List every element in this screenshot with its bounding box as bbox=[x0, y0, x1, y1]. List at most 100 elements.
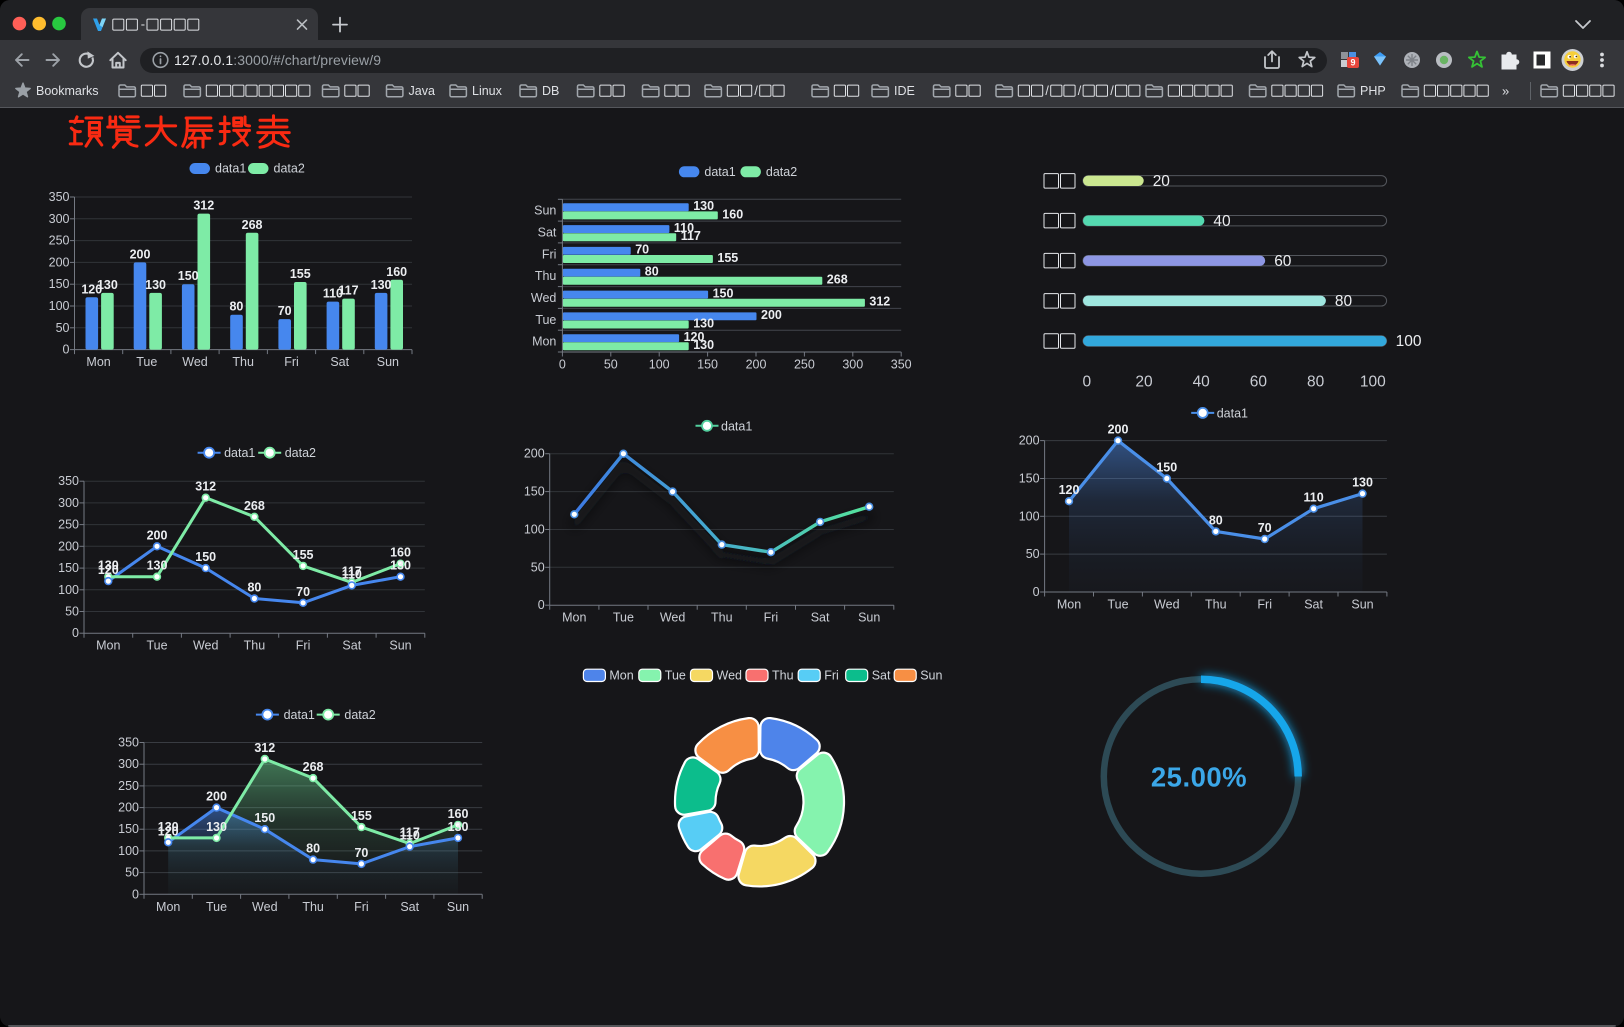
svg-text:350: 350 bbox=[49, 190, 70, 204]
svg-text:130: 130 bbox=[693, 316, 714, 330]
svg-text:268: 268 bbox=[242, 218, 263, 232]
svg-text:300: 300 bbox=[58, 496, 79, 510]
svg-text:0: 0 bbox=[1033, 585, 1040, 599]
svg-text:Sun: Sun bbox=[377, 355, 399, 369]
svg-text:155: 155 bbox=[351, 809, 372, 823]
svg-text:40: 40 bbox=[1193, 374, 1211, 391]
svg-text:200: 200 bbox=[49, 255, 70, 269]
svg-text:117: 117 bbox=[681, 229, 701, 243]
svg-text:/: / bbox=[754, 84, 758, 98]
svg-text:268: 268 bbox=[244, 499, 265, 513]
svg-text:150: 150 bbox=[1019, 472, 1040, 486]
svg-text:data2: data2 bbox=[285, 446, 316, 460]
svg-text:Sat: Sat bbox=[1304, 598, 1323, 612]
svg-text:110: 110 bbox=[342, 567, 362, 581]
svg-text:200: 200 bbox=[130, 247, 151, 261]
svg-text:-: - bbox=[141, 17, 145, 32]
svg-text:Tue: Tue bbox=[665, 669, 686, 683]
svg-text:110: 110 bbox=[400, 829, 420, 843]
svg-text:0: 0 bbox=[132, 887, 139, 901]
svg-text:130: 130 bbox=[693, 338, 714, 352]
svg-text:130: 130 bbox=[448, 820, 469, 834]
svg-text:Thu: Thu bbox=[772, 669, 794, 683]
svg-text:200: 200 bbox=[58, 539, 79, 553]
svg-text:DB: DB bbox=[542, 84, 559, 98]
svg-text:25.00%: 25.00% bbox=[1151, 762, 1247, 793]
svg-text:130: 130 bbox=[206, 820, 227, 834]
svg-text:50: 50 bbox=[56, 321, 70, 335]
svg-text:Thu: Thu bbox=[232, 355, 254, 369]
svg-text:Tue: Tue bbox=[613, 611, 634, 625]
svg-text:»: » bbox=[1502, 84, 1509, 99]
svg-text:160: 160 bbox=[448, 807, 469, 821]
svg-text:Sat: Sat bbox=[400, 900, 419, 914]
svg-text:data1: data1 bbox=[721, 419, 752, 433]
svg-text:50: 50 bbox=[604, 358, 618, 372]
svg-text:Thu: Thu bbox=[535, 269, 557, 283]
svg-text:Tue: Tue bbox=[1107, 598, 1128, 612]
svg-text:/: / bbox=[1078, 84, 1082, 98]
svg-text:20: 20 bbox=[1135, 374, 1153, 391]
svg-text:110: 110 bbox=[674, 221, 694, 235]
svg-text:data2: data2 bbox=[274, 162, 305, 176]
svg-text:350: 350 bbox=[891, 358, 912, 372]
svg-text:80: 80 bbox=[1209, 513, 1223, 527]
svg-text:Wed: Wed bbox=[531, 291, 557, 305]
svg-text:50: 50 bbox=[1026, 547, 1040, 561]
svg-text:Mon: Mon bbox=[156, 900, 180, 914]
svg-text:250: 250 bbox=[118, 779, 139, 793]
svg-text:Tue: Tue bbox=[535, 313, 556, 327]
svg-text:300: 300 bbox=[842, 358, 863, 372]
svg-text:110: 110 bbox=[1304, 491, 1324, 505]
svg-text:150: 150 bbox=[178, 269, 199, 283]
svg-text:150: 150 bbox=[195, 550, 216, 564]
svg-text:150: 150 bbox=[254, 811, 275, 825]
svg-text:Wed: Wed bbox=[182, 355, 208, 369]
svg-text:200: 200 bbox=[1108, 423, 1129, 437]
svg-text:50: 50 bbox=[65, 605, 79, 619]
svg-text:80: 80 bbox=[1335, 293, 1353, 310]
svg-text:312: 312 bbox=[195, 480, 216, 494]
svg-text:300: 300 bbox=[49, 212, 70, 226]
svg-text:312: 312 bbox=[193, 199, 214, 213]
svg-text:117: 117 bbox=[338, 284, 358, 298]
svg-text:160: 160 bbox=[390, 546, 411, 560]
svg-text:Mon: Mon bbox=[532, 335, 556, 349]
svg-text:160: 160 bbox=[722, 207, 743, 221]
svg-text:130: 130 bbox=[390, 559, 411, 573]
svg-text:60: 60 bbox=[1274, 253, 1292, 270]
svg-text:200: 200 bbox=[118, 801, 139, 815]
svg-text:Wed: Wed bbox=[717, 669, 743, 683]
svg-text:130: 130 bbox=[145, 278, 166, 292]
svg-text:Sun: Sun bbox=[920, 669, 942, 683]
svg-text:350: 350 bbox=[118, 736, 139, 750]
svg-text:150: 150 bbox=[118, 822, 139, 836]
svg-text:200: 200 bbox=[746, 358, 767, 372]
svg-text:Mon: Mon bbox=[609, 669, 633, 683]
svg-text:200: 200 bbox=[206, 790, 227, 804]
svg-text:PHP: PHP bbox=[1360, 84, 1386, 98]
svg-text:150: 150 bbox=[713, 286, 734, 300]
svg-text:130: 130 bbox=[98, 559, 119, 573]
svg-text:Wed: Wed bbox=[1154, 598, 1180, 612]
svg-text:Wed: Wed bbox=[193, 639, 219, 653]
svg-text:110: 110 bbox=[323, 287, 343, 301]
svg-text:200: 200 bbox=[761, 308, 782, 322]
svg-text:100: 100 bbox=[1396, 333, 1422, 350]
svg-text:80: 80 bbox=[306, 842, 320, 856]
svg-text:130: 130 bbox=[97, 278, 118, 292]
svg-text:155: 155 bbox=[293, 548, 314, 562]
svg-text:80: 80 bbox=[229, 300, 243, 314]
svg-text:40: 40 bbox=[1213, 213, 1231, 230]
svg-text:Thu: Thu bbox=[302, 900, 324, 914]
svg-text:Sat: Sat bbox=[330, 355, 349, 369]
svg-text:268: 268 bbox=[303, 760, 324, 774]
svg-text:117: 117 bbox=[342, 564, 362, 578]
svg-text:Linux: Linux bbox=[472, 84, 503, 98]
svg-text:120: 120 bbox=[1059, 483, 1080, 497]
svg-text:data2: data2 bbox=[766, 165, 797, 179]
svg-text:250: 250 bbox=[58, 518, 79, 532]
svg-text:120: 120 bbox=[98, 563, 119, 577]
svg-text:Sat: Sat bbox=[342, 639, 361, 653]
svg-text:data2: data2 bbox=[344, 708, 375, 722]
